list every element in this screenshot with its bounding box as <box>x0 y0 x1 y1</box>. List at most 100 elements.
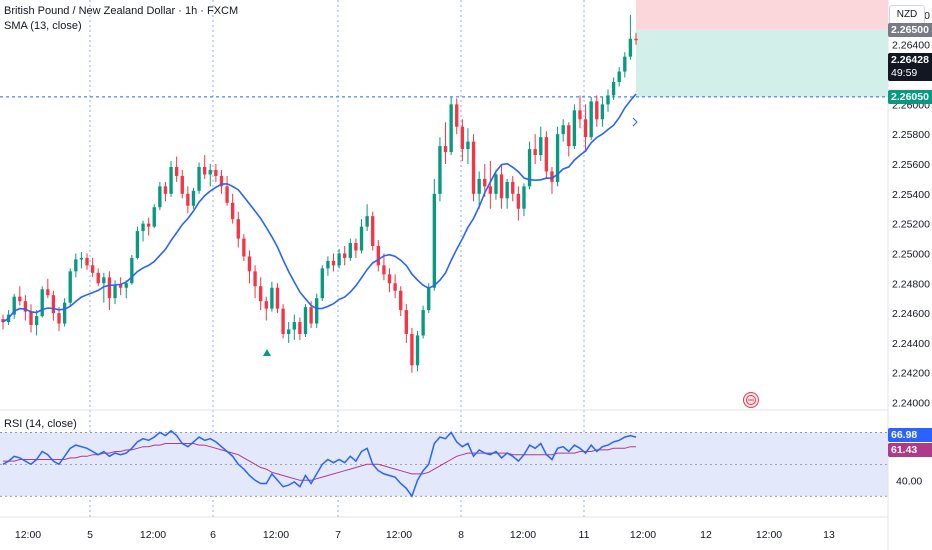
candle-body <box>281 308 285 334</box>
candle <box>18 286 22 306</box>
candle-body <box>197 166 201 191</box>
candle <box>589 96 593 141</box>
candle-body <box>264 301 268 309</box>
candle-body <box>90 265 95 273</box>
candle <box>57 307 61 331</box>
candle-body <box>303 307 308 334</box>
candle-body <box>533 149 537 156</box>
price-tick-label: 2.24600 <box>892 308 930 320</box>
stop-zone[interactable] <box>636 29 888 97</box>
sma-legend[interactable]: SMA (13, close) <box>4 20 82 32</box>
candle-body <box>191 190 196 206</box>
candle-body <box>365 216 369 227</box>
candle <box>567 122 571 157</box>
time-tick-label: 12:00 <box>263 529 289 541</box>
entry-handle-icon[interactable] <box>632 117 638 127</box>
price-tick-label: 2.24800 <box>892 278 930 290</box>
candle-body <box>130 257 134 284</box>
candle-body <box>208 169 212 175</box>
candle-body <box>113 284 117 299</box>
candle-body <box>253 271 257 287</box>
candle-body <box>343 253 347 258</box>
candle <box>449 96 453 156</box>
candle-body <box>40 289 44 317</box>
candle <box>208 164 212 187</box>
target-zone[interactable] <box>636 0 888 30</box>
session-separators <box>89 0 585 517</box>
candle-body <box>79 257 84 260</box>
signal-marker-icon[interactable] <box>263 349 271 356</box>
candle-body <box>186 193 190 206</box>
candle-body <box>337 253 341 266</box>
candle <box>572 104 577 150</box>
candle <box>511 175 515 202</box>
candle-body <box>634 38 638 41</box>
candle-body <box>578 110 582 120</box>
candle <box>561 119 565 142</box>
candle-body <box>23 301 28 312</box>
candle <box>270 281 274 312</box>
target-price-badge: 2.26500 <box>888 22 932 37</box>
candle-body <box>152 207 156 227</box>
candle-body <box>393 283 397 291</box>
candle <box>421 305 425 339</box>
candle-body <box>399 290 403 311</box>
time-axis[interactable]: 12:00 5 12:00 6 12:00 7 12:00 8 12:00 11 12:00 12 12… <box>15 529 835 541</box>
candle-body <box>270 287 274 309</box>
price-tick-label: 2.25600 <box>892 159 930 171</box>
candle <box>180 169 184 199</box>
candle <box>343 246 347 266</box>
time-tick-label: 12:00 <box>15 529 41 541</box>
rsi-value-badge: 66.98 <box>888 428 932 442</box>
price-tick-label: 2.25000 <box>892 248 930 260</box>
time-tick-label: 6 <box>210 529 216 541</box>
candle-body <box>315 298 319 324</box>
candle <box>539 126 543 162</box>
rsi-axis[interactable]: 40.00 <box>896 475 922 487</box>
candle-body <box>219 175 224 187</box>
candle-body <box>29 311 33 326</box>
candle-body <box>85 257 89 266</box>
candle-body <box>169 166 173 194</box>
news-event-icon[interactable] <box>743 392 759 408</box>
candle <box>443 122 448 164</box>
candle-body <box>583 119 588 138</box>
time-tick-label: 12:00 <box>756 529 782 541</box>
candle-body <box>567 125 571 147</box>
candle-body <box>180 175 184 194</box>
rsi-legend[interactable]: RSI (14, close) <box>4 418 77 430</box>
candle-body <box>68 271 72 303</box>
candle-body <box>135 231 140 258</box>
candle-body <box>438 146 442 194</box>
candle <box>152 204 156 229</box>
candle <box>365 204 369 232</box>
rsi-band <box>0 432 888 497</box>
candle <box>460 119 465 162</box>
candle <box>516 186 521 221</box>
last-price-value: 2.26428 <box>891 54 929 66</box>
candle <box>410 328 414 373</box>
candle-body <box>460 126 465 150</box>
candle-body <box>12 296 16 315</box>
candle-body <box>443 146 448 153</box>
candle <box>124 280 128 299</box>
candle-body <box>387 274 392 284</box>
candle <box>253 265 257 299</box>
candle-body <box>527 149 532 187</box>
candle-body <box>118 284 123 288</box>
symbol-title[interactable]: British Pound / New Zealand Dollar · 1h … <box>4 5 239 17</box>
candle-body <box>287 329 291 334</box>
candle <box>326 256 330 276</box>
candle-body <box>247 256 252 272</box>
candle <box>550 166 554 194</box>
candle <box>606 89 610 112</box>
candle <box>623 52 627 78</box>
candle-body <box>331 260 336 266</box>
candle-body <box>488 186 493 194</box>
candle <box>146 217 151 236</box>
candle <box>214 164 218 182</box>
candle <box>382 253 386 281</box>
candle <box>387 268 392 293</box>
candle-body <box>415 335 420 366</box>
